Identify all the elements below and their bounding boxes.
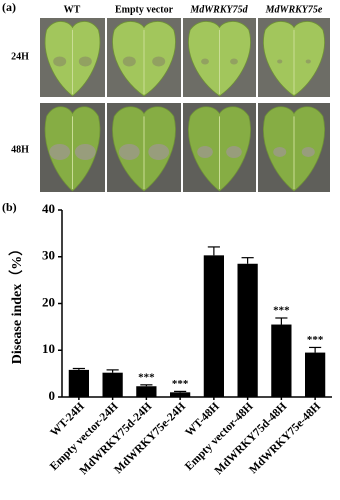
lesion bbox=[273, 146, 287, 157]
lesion bbox=[53, 56, 67, 67]
significance: *** bbox=[307, 334, 324, 346]
bar bbox=[237, 263, 258, 397]
column-label: Empty vector bbox=[115, 4, 174, 15]
error-bar bbox=[309, 346, 322, 353]
error-bar bbox=[174, 390, 187, 393]
lesion bbox=[301, 146, 315, 157]
lesion bbox=[49, 143, 71, 160]
lesion bbox=[201, 58, 209, 65]
y-axis-title: Disease index（%） bbox=[9, 242, 25, 365]
y-tick-label: 0 bbox=[49, 388, 56, 403]
lesion bbox=[74, 143, 96, 160]
lesion bbox=[305, 59, 311, 64]
lesion bbox=[148, 143, 170, 160]
column-label: MdWRKY75e bbox=[265, 4, 323, 15]
row-label: 48H bbox=[11, 144, 29, 155]
bar bbox=[102, 372, 123, 397]
bar bbox=[170, 392, 191, 397]
error-bar bbox=[207, 246, 220, 256]
y-tick-label: 20 bbox=[42, 294, 55, 309]
significance: *** bbox=[172, 378, 189, 390]
error-bar bbox=[241, 257, 254, 264]
bar bbox=[305, 352, 326, 397]
lesion bbox=[122, 56, 136, 67]
lesion bbox=[230, 58, 238, 65]
column-label: MdWRKY75d bbox=[189, 4, 248, 15]
lesion bbox=[78, 56, 92, 67]
error-bar bbox=[275, 317, 288, 325]
y-tick-label: 40 bbox=[42, 201, 55, 216]
lesion bbox=[197, 145, 213, 158]
leaf-photos bbox=[40, 18, 330, 192]
lesion bbox=[226, 145, 242, 158]
column-label: WT bbox=[64, 4, 81, 15]
panel-label: (a) bbox=[2, 0, 16, 14]
y-tick-label: 10 bbox=[42, 341, 55, 356]
error-bar bbox=[72, 367, 85, 370]
bar bbox=[203, 255, 224, 397]
panel-label: (b) bbox=[2, 200, 17, 214]
error-bar bbox=[140, 384, 153, 387]
bar bbox=[136, 386, 157, 397]
bar bbox=[68, 369, 89, 397]
y-tick-label: 30 bbox=[42, 248, 55, 263]
lesion bbox=[152, 56, 166, 67]
lesion bbox=[277, 59, 283, 64]
significance: *** bbox=[273, 305, 290, 317]
row-label: 24H bbox=[11, 51, 29, 62]
bar bbox=[271, 324, 292, 397]
error-bar bbox=[106, 369, 119, 373]
lesion bbox=[118, 143, 140, 160]
significance: *** bbox=[138, 371, 155, 383]
